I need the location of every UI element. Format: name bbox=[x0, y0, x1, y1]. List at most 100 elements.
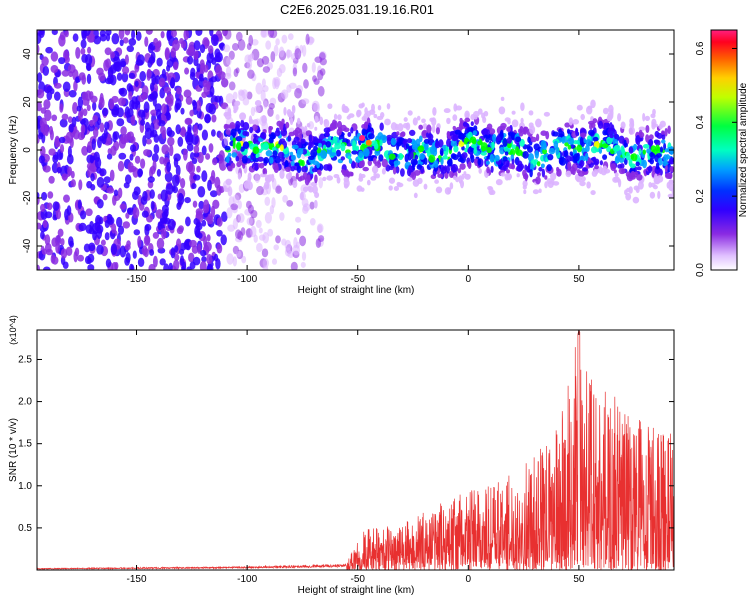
spectrogram-cell bbox=[143, 235, 151, 246]
spectrogram-cell bbox=[187, 55, 194, 65]
spectrogram-cell bbox=[515, 136, 522, 143]
spectrogram-cell bbox=[241, 255, 247, 264]
spectrogram-cell bbox=[193, 124, 199, 137]
spectrogram-cell bbox=[264, 174, 272, 184]
spectrogram-cell bbox=[59, 103, 64, 113]
spectrogram-cell bbox=[433, 160, 439, 168]
spectrogram-cell bbox=[224, 145, 231, 151]
spectrogram-cell bbox=[314, 191, 320, 199]
spectrogram-cell bbox=[192, 174, 201, 181]
spectrogram-cell bbox=[663, 142, 667, 151]
spectrogram-cell bbox=[120, 88, 125, 95]
spectrogram-cell bbox=[541, 168, 546, 178]
spectrogram-cell bbox=[236, 161, 242, 168]
spectrogram-cell bbox=[594, 158, 600, 166]
spectrogram-cell bbox=[206, 264, 214, 270]
spectrogram-cell bbox=[437, 173, 443, 178]
spectrogram-cell bbox=[210, 76, 218, 83]
spectrogram-cell bbox=[432, 106, 437, 116]
spectrogram-cell bbox=[459, 163, 466, 170]
spectrogram-cell bbox=[374, 149, 381, 156]
spectrogram-cell bbox=[276, 120, 283, 127]
spectrogram-cell bbox=[302, 62, 308, 73]
spectrogram-cell bbox=[66, 153, 74, 165]
spectrogram-cell bbox=[579, 159, 585, 167]
spectrogram-cell bbox=[270, 51, 276, 63]
spectrogram-cell bbox=[260, 30, 267, 38]
spectrogram-cell bbox=[237, 172, 242, 180]
spectrogram-cell bbox=[197, 123, 203, 131]
spectrogram-cell bbox=[412, 117, 418, 126]
spectrogram-cell bbox=[220, 78, 229, 88]
x-tick-label: -150 bbox=[127, 274, 147, 285]
spectrogram-cell bbox=[486, 166, 490, 174]
spectrogram-cell bbox=[318, 235, 325, 243]
spectrogram-cell bbox=[124, 54, 129, 65]
spectrogram-cell bbox=[653, 173, 658, 183]
spectrogram-cell bbox=[122, 37, 129, 44]
spectrogram-cell bbox=[442, 155, 448, 160]
spectrogram-cell bbox=[598, 166, 603, 175]
spectrogram-cell bbox=[523, 126, 528, 135]
spectrogram-cell bbox=[57, 228, 64, 237]
spectrogram-cell bbox=[260, 173, 267, 178]
spectrogram-cell bbox=[569, 151, 574, 156]
spectrogram-cell bbox=[506, 174, 512, 179]
spectrogram-cell bbox=[190, 67, 196, 78]
spectrogram-cell bbox=[325, 129, 330, 138]
spectrogram-cell bbox=[142, 135, 147, 147]
spectrogram-cell bbox=[130, 114, 136, 126]
x-tick-label: 0 bbox=[466, 574, 472, 585]
spectrogram-cell bbox=[483, 134, 491, 139]
spectrogram-cell bbox=[262, 168, 266, 175]
spectrogram-cell bbox=[594, 164, 599, 170]
spectrogram-cell bbox=[300, 191, 304, 201]
spectrogram-cell bbox=[61, 69, 70, 77]
spectrogram-cell bbox=[261, 120, 269, 133]
spectrogram-cell bbox=[635, 161, 640, 167]
spectrogram-cell bbox=[77, 199, 82, 210]
spectrogram-cell bbox=[45, 248, 53, 256]
spectrogram-cell bbox=[119, 39, 124, 47]
spectrogram-cell bbox=[143, 247, 149, 258]
spectrogram-cell bbox=[60, 238, 65, 246]
spectrogram-cell bbox=[235, 155, 240, 162]
spectrogram-cell bbox=[307, 185, 314, 193]
spectrogram-cell bbox=[77, 96, 84, 109]
spectrogram-cell bbox=[92, 230, 98, 241]
spectrogram-cell bbox=[414, 154, 419, 160]
spectrogram-cell bbox=[542, 148, 548, 155]
spectrogram-cell bbox=[216, 217, 223, 227]
spectrogram-cell bbox=[264, 212, 273, 224]
spectrogram-cell bbox=[247, 69, 255, 79]
spectrogram-cell bbox=[262, 66, 271, 73]
spectrogram-cell bbox=[143, 101, 150, 113]
spectrogram-cell bbox=[235, 31, 243, 42]
spectrogram-cell bbox=[337, 120, 343, 130]
spectrogram-cell bbox=[73, 80, 78, 92]
snr-y-label: SNR (10 * v/v) bbox=[8, 418, 19, 482]
spectrogram-cell bbox=[464, 173, 471, 180]
spectrogram-cell bbox=[72, 102, 78, 114]
spectrogram-cell bbox=[106, 153, 113, 160]
spectrogram-cell bbox=[343, 127, 350, 133]
spectrogram-cell bbox=[113, 131, 120, 140]
spectrogram-cell bbox=[644, 115, 650, 122]
spectrogram-cell bbox=[318, 138, 322, 145]
spectrogram-cell bbox=[99, 122, 105, 133]
spectrogram-cell bbox=[613, 129, 617, 139]
spectrogram-cell bbox=[46, 85, 53, 92]
spectrogram-cell bbox=[327, 103, 333, 110]
spectrogram-cell bbox=[450, 153, 457, 160]
spectrogram-cell bbox=[264, 196, 271, 207]
spectrogram-cell bbox=[602, 143, 609, 149]
spectrogram-cell bbox=[86, 141, 93, 153]
spectrogram-cell bbox=[152, 255, 158, 268]
spectrogram-cell bbox=[405, 143, 410, 150]
spectrogram-cell bbox=[225, 155, 230, 164]
spectrogram-cell bbox=[151, 73, 157, 86]
spectrogram-cell bbox=[147, 176, 155, 183]
spectrogram-cell bbox=[158, 120, 166, 127]
spectrogram-cell bbox=[396, 181, 401, 187]
spectrogram-cell bbox=[620, 145, 625, 154]
